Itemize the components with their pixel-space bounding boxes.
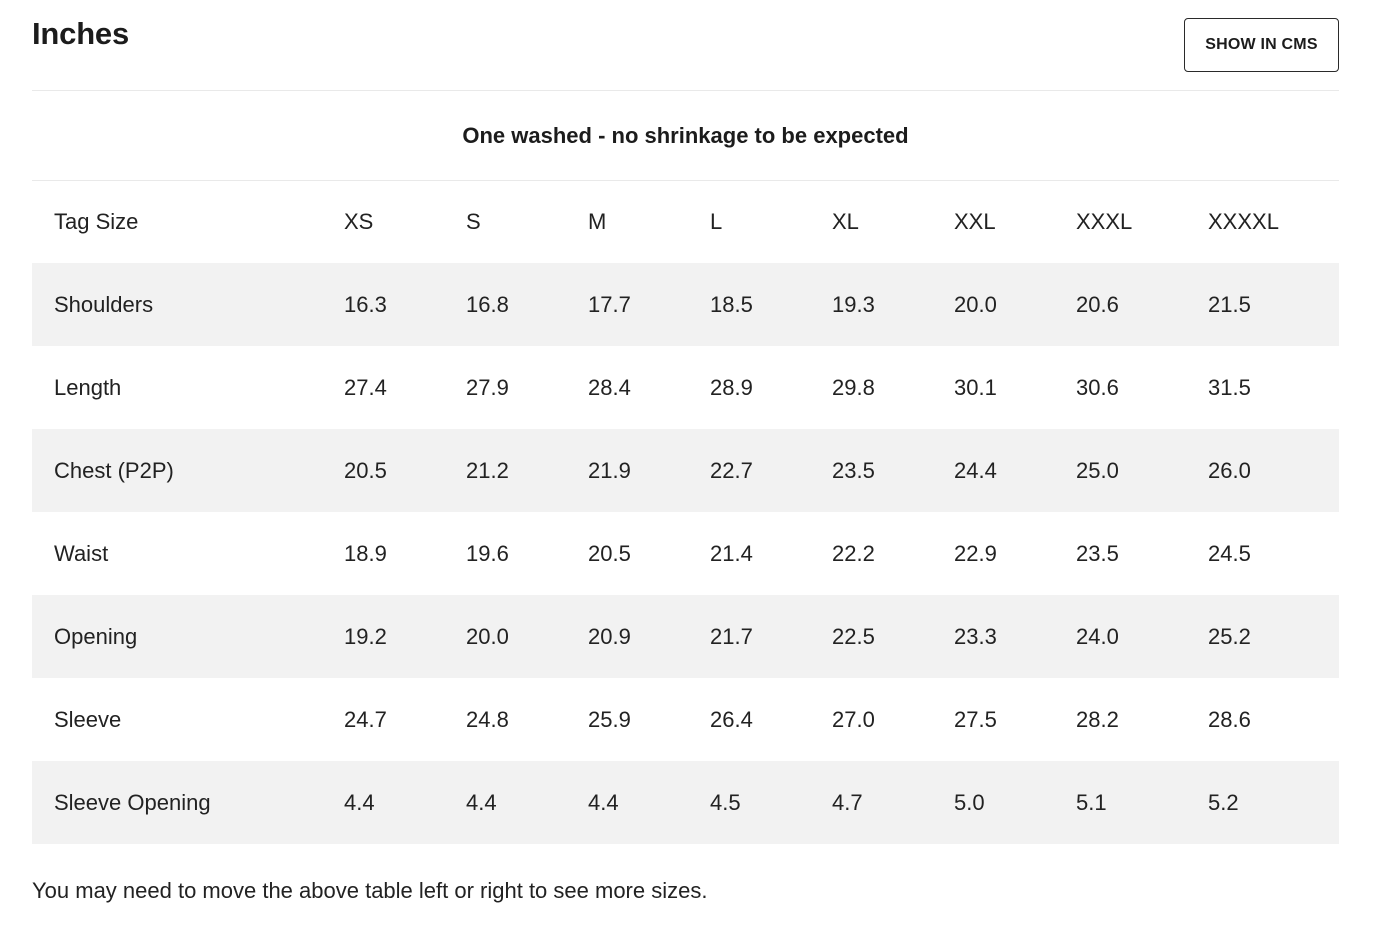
table-cell: 19.6 (466, 540, 509, 566)
table-cell: 16.8 (466, 291, 509, 317)
size-chart-header: Inches SHOW IN CMS (32, 0, 1339, 91)
table-cell: 23.5 (1076, 540, 1119, 566)
table-cell: 27.4 (344, 374, 387, 400)
table-cell: 23.5 (832, 457, 875, 483)
row-label: Opening (54, 623, 138, 649)
table-cell: 23.3 (954, 623, 997, 649)
table-cell: 24.0 (1076, 623, 1119, 649)
table-row: Sleeve 24.7 24.8 25.9 26.4 27.0 27.5 28.2 28.6 (32, 678, 1339, 761)
column-header-xxl: XXL (954, 209, 996, 234)
table-cell: 29.8 (832, 374, 875, 400)
table-cell: 28.2 (1076, 706, 1119, 732)
table-cell: 31.5 (1208, 374, 1251, 400)
table-row: Opening 19.2 20.0 20.9 21.7 22.5 23.3 24.0 25.2 (32, 595, 1339, 678)
table-cell: 20.6 (1076, 291, 1119, 317)
table-cell: 24.7 (344, 706, 387, 732)
table-cell: 24.4 (954, 457, 997, 483)
table-cell: 17.7 (588, 291, 631, 317)
table-cell: 5.2 (1208, 789, 1239, 815)
table-cell: 19.2 (344, 623, 387, 649)
table-cell: 27.5 (954, 706, 997, 732)
table-cell: 5.0 (954, 789, 985, 815)
table-cell: 19.3 (832, 291, 875, 317)
table-cell: 18.5 (710, 291, 753, 317)
table-cell: 21.9 (588, 457, 631, 483)
row-label: Sleeve Opening (54, 789, 211, 815)
row-label: Chest (P2P) (54, 457, 174, 483)
table-cell: 26.0 (1208, 457, 1251, 483)
wash-note: One washed - no shrinkage to be expected (32, 91, 1339, 181)
table-cell: 4.7 (832, 789, 863, 815)
table-cell: 30.1 (954, 374, 997, 400)
table-cell: 24.5 (1208, 540, 1251, 566)
table-cell: 30.6 (1076, 374, 1119, 400)
column-header-s: S (466, 209, 481, 234)
table-cell: 20.9 (588, 623, 631, 649)
table-cell: 28.4 (588, 374, 631, 400)
table-cell: 25.9 (588, 706, 631, 732)
table-row: Chest (P2P) 20.5 21.2 21.9 22.7 23.5 24.4 25.0 2… (32, 429, 1339, 512)
table-cell: 21.4 (710, 540, 753, 566)
table-cell: 18.9 (344, 540, 387, 566)
table-cell: 5.1 (1076, 789, 1107, 815)
table-cell: 22.5 (832, 623, 875, 649)
column-header-xxxxl: XXXXL (1208, 209, 1279, 234)
table-row: Waist 18.9 19.6 20.5 21.4 22.2 22.9 23.5 24.5 (32, 512, 1339, 595)
table-cell: 21.7 (710, 623, 753, 649)
table-cell: 26.4 (710, 706, 753, 732)
table-row: Sleeve Opening 4.4 4.4 4.4 4.5 4.7 5.0 5.1 5.2 (32, 761, 1339, 844)
table-cell: 25.2 (1208, 623, 1251, 649)
column-header-xs: XS (344, 209, 374, 234)
table-cell: 20.5 (344, 457, 387, 483)
row-label: Waist (54, 540, 109, 566)
row-label: Shoulders (54, 291, 154, 317)
column-header-l: L (710, 209, 723, 234)
table-cell: 20.0 (466, 623, 509, 649)
table-header-row: Tag Size XS S M L XL XXL XXXL XXXXL (32, 181, 1339, 263)
table-body: Shoulders 16.3 16.8 17.7 18.5 19.3 20.0 20.6 21.… (32, 263, 1339, 844)
column-header-m: M (588, 209, 607, 234)
table-cell: 20.5 (588, 540, 631, 566)
units-title: Inches (32, 16, 130, 51)
show-in-cms-button[interactable]: SHOW IN CMS (1184, 18, 1339, 72)
column-header-xl: XL (832, 209, 859, 234)
column-header-tag-size: Tag Size (54, 209, 139, 234)
table-cell: 22.2 (832, 540, 875, 566)
table-cell: 20.0 (954, 291, 997, 317)
table-cell: 27.0 (832, 706, 875, 732)
table-cell: 28.9 (710, 374, 753, 400)
table-cell: 4.4 (466, 789, 497, 815)
row-label: Sleeve (54, 706, 122, 732)
size-table: Tag Size XS S M L XL XXL XXXL XXXXL Shou… (32, 181, 1339, 844)
table-cell: 4.5 (710, 789, 741, 815)
table-cell: 24.8 (466, 706, 509, 732)
table-row: Shoulders 16.3 16.8 17.7 18.5 19.3 20.0 20.6 21.… (32, 263, 1339, 346)
row-label: Length (54, 374, 122, 400)
table-cell: 16.3 (344, 291, 387, 317)
table-cell: 25.0 (1076, 457, 1119, 483)
table-cell: 4.4 (344, 789, 375, 815)
table-cell: 21.5 (1208, 291, 1251, 317)
size-chart-panel: Inches SHOW IN CMS One washed - no shrin… (32, 0, 1339, 844)
table-cell: 28.6 (1208, 706, 1251, 732)
table-cell: 4.4 (588, 789, 619, 815)
column-header-xxxl: XXXL (1076, 209, 1133, 234)
table-cell: 21.2 (466, 457, 509, 483)
table-row: Length 27.4 27.9 28.4 28.9 29.8 30.1 30.6 31.5 (32, 346, 1339, 429)
table-cell: 27.9 (466, 374, 509, 400)
table-cell: 22.9 (954, 540, 997, 566)
scroll-hint: You may need to move the above table lef… (32, 878, 708, 903)
table-cell: 22.7 (710, 457, 753, 483)
